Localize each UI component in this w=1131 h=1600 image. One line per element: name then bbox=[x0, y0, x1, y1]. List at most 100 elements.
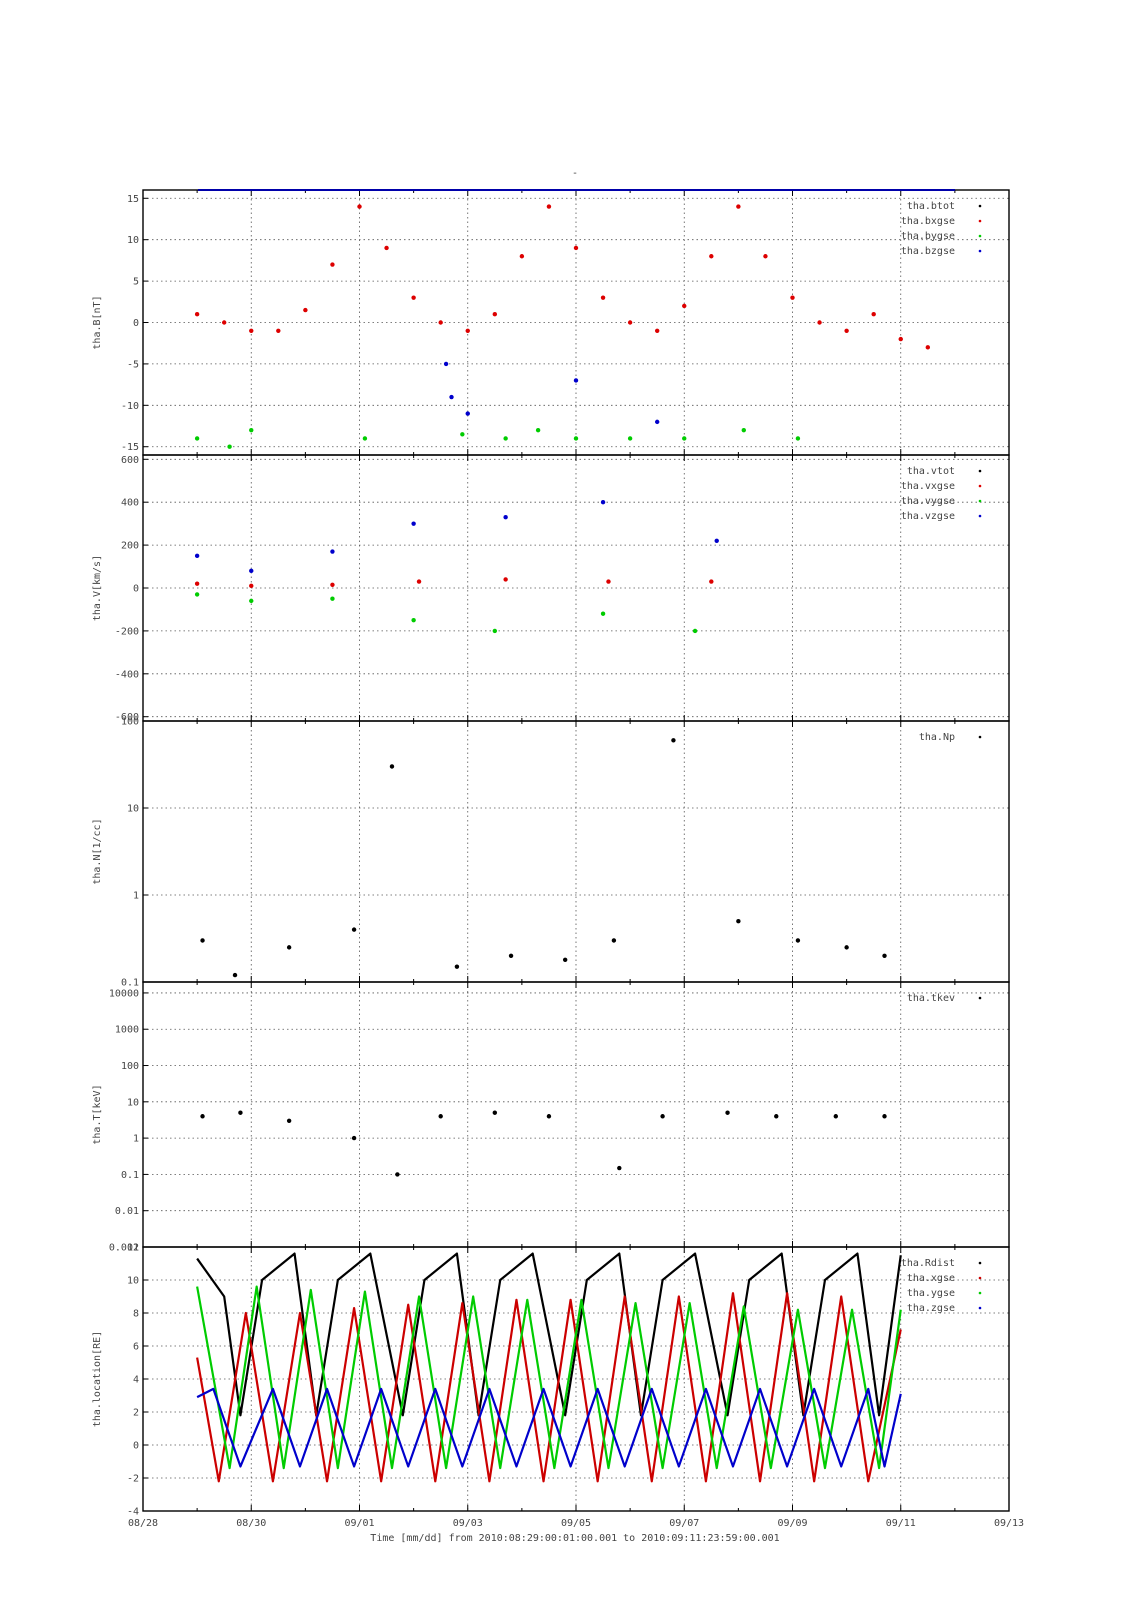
data-point bbox=[194, 592, 200, 597]
data-point bbox=[844, 328, 849, 333]
data-point bbox=[546, 1114, 552, 1119]
data-point bbox=[503, 436, 508, 441]
y-tick-label: -2 bbox=[127, 1474, 139, 1485]
data-point bbox=[194, 312, 200, 317]
series-line bbox=[196, 1292, 902, 1483]
data-point bbox=[286, 945, 292, 950]
data-point bbox=[562, 957, 568, 962]
y-tick-label: 4 bbox=[133, 1375, 139, 1386]
series-tha.vxgse bbox=[194, 577, 714, 589]
y-tick-label: -600 bbox=[115, 712, 139, 723]
x-tick-label: 08/30 bbox=[236, 1518, 266, 1529]
data-point bbox=[503, 577, 508, 582]
y-tick-label: 0 bbox=[133, 318, 139, 329]
legend-marker bbox=[978, 1276, 982, 1280]
x-tick-label: 09/11 bbox=[886, 1518, 916, 1529]
legend-label: tha.ygse bbox=[907, 1288, 955, 1299]
data-point bbox=[465, 328, 470, 333]
panel-2: -600 -400 -200 0 200 400 600 tha.vtot tha.vxgse t… bbox=[92, 454, 1010, 723]
y-axis-label: tha.location[RE] bbox=[92, 1331, 103, 1427]
data-point bbox=[844, 945, 849, 950]
data-point bbox=[871, 312, 876, 317]
legend-marker bbox=[978, 499, 982, 503]
data-point bbox=[276, 328, 281, 333]
legend-marker bbox=[978, 1261, 982, 1265]
legend-marker bbox=[978, 1306, 982, 1310]
y-tick-label: 10 bbox=[127, 1276, 139, 1287]
data-point bbox=[774, 1114, 779, 1119]
y-tick-label: 200 bbox=[121, 541, 139, 552]
data-point bbox=[925, 345, 931, 350]
data-point bbox=[454, 964, 460, 969]
y-tick-label: 12 bbox=[127, 1243, 139, 1254]
data-point bbox=[600, 611, 606, 616]
y-tick-label: -5 bbox=[127, 359, 139, 370]
series-tha.Np bbox=[200, 738, 887, 978]
data-point bbox=[330, 596, 335, 601]
legend-label: tha.Rdist bbox=[901, 1258, 955, 1269]
legend-label: tha.tkev bbox=[907, 993, 955, 1004]
data-point bbox=[238, 1110, 243, 1115]
series-tha.tkev bbox=[200, 1110, 887, 1177]
data-point bbox=[600, 499, 606, 505]
data-point bbox=[460, 432, 465, 437]
data-point bbox=[357, 204, 362, 209]
legend-marker bbox=[978, 249, 982, 253]
data-point bbox=[249, 583, 254, 589]
data-point bbox=[671, 738, 676, 743]
data-point bbox=[411, 521, 416, 526]
legend-label: tha.bxgse bbox=[901, 216, 955, 227]
data-point bbox=[790, 295, 795, 300]
y-tick-label: 10 bbox=[127, 235, 139, 246]
y-tick-label: 10 bbox=[127, 1097, 139, 1108]
data-point bbox=[682, 303, 687, 309]
data-point bbox=[898, 336, 903, 342]
legend-label: tha.vzgse bbox=[901, 511, 955, 522]
y-tick-label: 8 bbox=[133, 1309, 139, 1320]
y-tick-label: 600 bbox=[121, 455, 139, 466]
data-point bbox=[882, 953, 887, 959]
y-tick-label: -400 bbox=[115, 669, 139, 680]
y-tick-label: 0.1 bbox=[121, 1170, 139, 1181]
panel-frame bbox=[142, 1246, 1010, 1512]
x-axis-label: Time [mm/dd] from 2010:08:29:00:01:00.00… bbox=[370, 1533, 779, 1544]
data-point bbox=[227, 444, 232, 449]
data-point bbox=[654, 328, 660, 333]
legend-marker bbox=[978, 735, 982, 739]
legend-marker bbox=[978, 996, 982, 1000]
data-point bbox=[573, 436, 579, 441]
data-point bbox=[508, 953, 514, 959]
y-tick-label: 1 bbox=[133, 1134, 139, 1145]
y-tick-label: 10000 bbox=[109, 988, 139, 999]
y-axis-label: tha.V[km/s] bbox=[92, 555, 103, 621]
y-tick-label: 15 bbox=[127, 194, 139, 205]
panels: -15-10-5051015tha.btottha.bxgsetha.bygse… bbox=[92, 189, 1010, 1518]
legend-marker bbox=[978, 234, 982, 238]
panel-1: -15 -10 -5 0 5 10 15 tha.btot tha.bxgse tha.bygse… bbox=[92, 189, 1010, 456]
data-point bbox=[660, 1114, 665, 1119]
data-point bbox=[519, 254, 525, 259]
y-tick-label: -200 bbox=[115, 626, 139, 637]
data-point bbox=[882, 1114, 887, 1119]
data-point bbox=[286, 1118, 292, 1123]
data-point bbox=[443, 361, 449, 367]
data-point bbox=[303, 307, 308, 313]
legend-label: tha.vtot bbox=[907, 466, 955, 477]
data-point bbox=[725, 1110, 730, 1115]
y-tick-label: 0.001 bbox=[109, 1243, 139, 1254]
data-point bbox=[249, 568, 254, 574]
panel-5: -4 -2 0 2 4 6 8 10 12 tha.Rdist tha.xgse tha.ygse th… bbox=[92, 1243, 1010, 1518]
legend-marker bbox=[978, 514, 982, 518]
data-point bbox=[627, 320, 633, 325]
data-point bbox=[438, 320, 443, 325]
panel-3: 0.1 1 10 100 tha.Np tha.N[1/cc] bbox=[92, 717, 1010, 989]
data-point bbox=[194, 581, 200, 586]
y-tick-label: 400 bbox=[121, 498, 139, 509]
data-point bbox=[611, 938, 617, 943]
data-point bbox=[200, 1114, 205, 1119]
y-tick-label: 2 bbox=[133, 1408, 139, 1419]
data-point bbox=[627, 436, 633, 441]
x-tick-label: 09/03 bbox=[453, 1518, 483, 1529]
data-point bbox=[682, 436, 687, 441]
